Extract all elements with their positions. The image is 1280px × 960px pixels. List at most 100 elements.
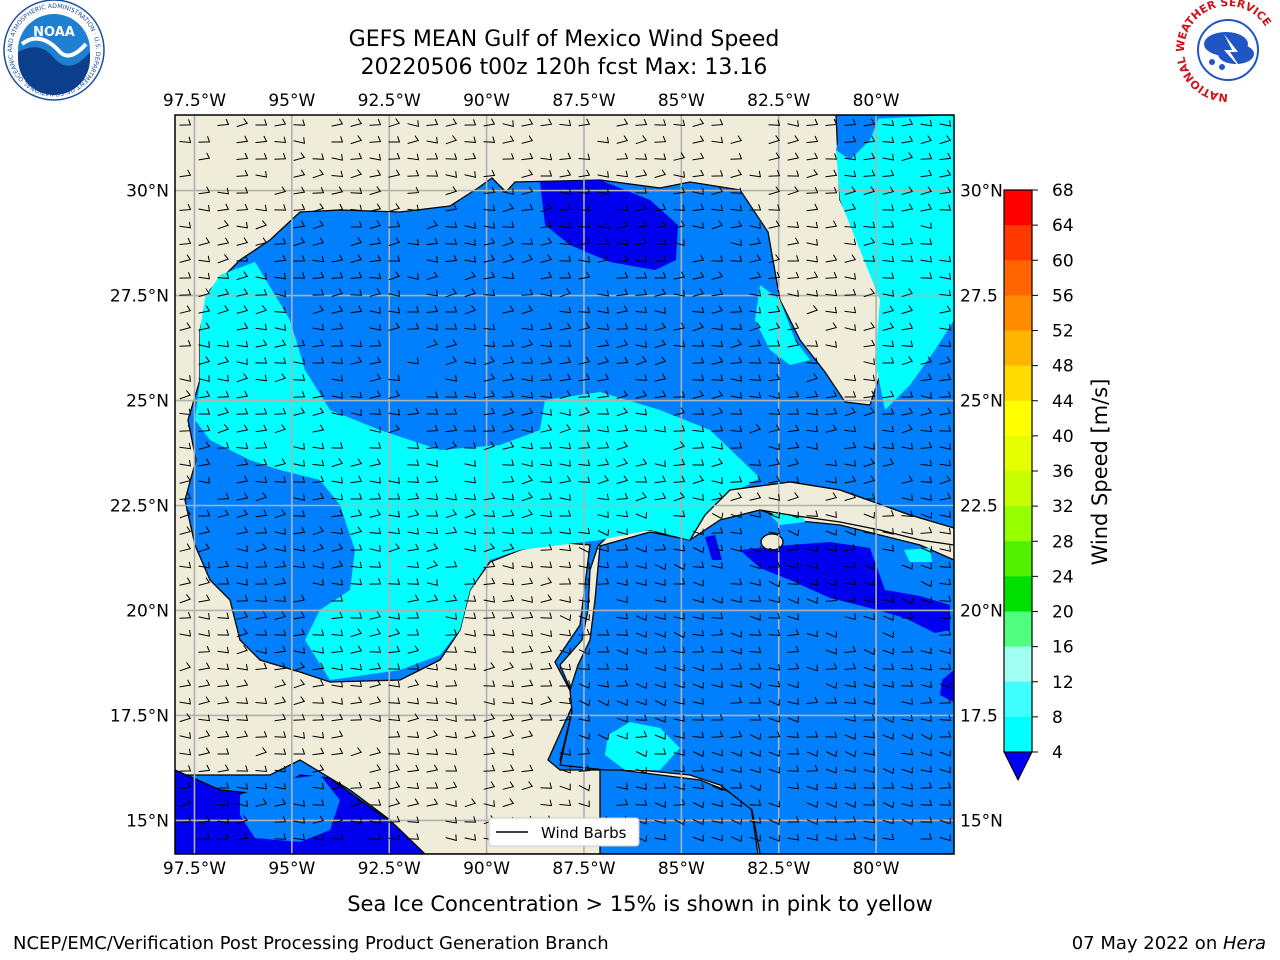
wind-barb-698 [179,459,191,467]
wind-barb-1394 [521,781,534,791]
wind-barb-1050 [939,612,952,619]
wind-barb-1424 [388,798,401,807]
wind-barb-400 [521,305,534,315]
wind-barb-1382 [255,782,268,790]
wind-barb-1491 [217,832,230,840]
wind-barb-293 [540,254,553,263]
wind-barb-80 [426,153,439,160]
map-legend: Wind Barbs [488,817,640,847]
wind-barb-1053 [217,629,230,636]
wind-barb-869 [825,529,837,536]
wind-barb-565 [483,390,496,399]
wind-barb-1185 [635,682,648,690]
wind-barb-576 [692,390,705,399]
wind-barb-54 [616,135,629,144]
wind-barb-517 [863,358,875,365]
wind-barb-828 [711,512,724,520]
wind-barb-1123 [179,662,192,672]
wind-barb-1090 [255,647,267,654]
wind-barb-1258 [559,713,572,721]
wind-barb-1337 [768,750,780,757]
wind-barb-1143 [559,663,572,671]
wind-barb-1318 [312,747,325,756]
wind-barb-311 [901,255,914,262]
wind-barb-950 [217,578,230,585]
wind-barb-949 [198,577,211,586]
wind-barb-654 [749,424,762,434]
wind-barb-3 [255,119,268,126]
colorbar-swatch-5 [1004,365,1032,402]
wind-barb-964 [521,577,534,586]
wind-barb-788 [616,492,629,500]
wind-barb-323 [350,271,363,279]
wind-barb-92 [692,152,705,161]
wind-barb-1296 [654,732,666,740]
wind-barb-102 [920,152,933,160]
wind-barb-119 [540,170,553,177]
wind-barb-235 [806,221,819,229]
wind-barb-334 [616,271,629,279]
wind-barb-1087 [198,645,211,653]
wind-barb-1116 [825,647,837,655]
lon-tick-bottom-5: 85°W [658,859,705,879]
wind-barb-388 [255,305,268,315]
wind-barb-272 [863,237,876,246]
wind-barb-1487 [901,818,914,826]
footer-credit: NCEP/EMC/Verification Post Processing Pr… [13,933,609,954]
wind-barb-1188 [692,682,704,689]
wind-barb-1426 [426,798,439,807]
wind-barb-188 [521,203,534,211]
wind-barb-847 [331,527,344,535]
wind-barb-1151 [730,662,743,670]
wind-barb-956 [350,578,363,585]
wind-barb-892 [540,543,553,551]
wind-barb-1098 [407,645,420,654]
wind-barb-665 [198,441,211,450]
wind-barb-124 [635,169,648,178]
wind-barb-655 [768,424,781,433]
wind-barb-885 [369,545,381,552]
wind-barb-11 [426,118,439,126]
wind-barb-355 [312,289,325,296]
wind-barb-1429 [483,800,495,807]
wind-barb-42 [331,136,344,143]
footer-host: Hera [1222,933,1266,954]
wind-barb-193 [635,203,648,212]
wind-barb-785 [540,493,553,500]
wind-barb-530 [369,373,382,382]
wind-barb-1255 [502,713,515,722]
wind-barb-229 [692,222,704,229]
wind-barb-1288 [464,730,477,739]
wind-barb-1094 [331,645,344,653]
wind-barb-1015 [920,596,932,604]
wind-barb-129 [730,169,743,178]
wind-barb-1294 [616,732,628,740]
wind-barb-187 [502,203,515,213]
wind-barb-82 [464,152,477,160]
wind-barb-196 [692,203,705,212]
wind-barb-711 [502,459,515,466]
wind-barb-1307 [863,731,876,739]
wind-barb-962 [483,577,496,586]
wind-barb-509 [635,356,648,366]
wind-barb-1385 [331,781,344,790]
wind-barb-302 [730,255,743,262]
axis-tick-labels: 97.5°W97.5°W95°W95°W92.5°W92.5°W90°W90°W… [110,91,1003,879]
wind-barb-1150 [711,663,724,670]
wind-barb-126 [673,171,685,178]
wind-barb-737 [293,476,306,483]
wind-barb-1052 [198,630,210,637]
wind-barb-1110 [673,646,686,654]
wind-barb-127 [692,169,705,178]
wind-barb-191 [578,204,591,212]
wind-barb-354 [274,290,286,297]
wind-barb-194 [654,203,667,212]
wind-barb-305 [787,255,800,262]
wind-barb-1383 [274,782,287,790]
wind-barb-1409 [844,782,857,790]
wind-barb-944 [863,563,875,570]
wind-barb-27 [787,120,799,127]
wind-barb-228 [673,220,686,229]
wind-barb-78 [388,152,401,160]
wind-barb-310 [882,255,895,263]
